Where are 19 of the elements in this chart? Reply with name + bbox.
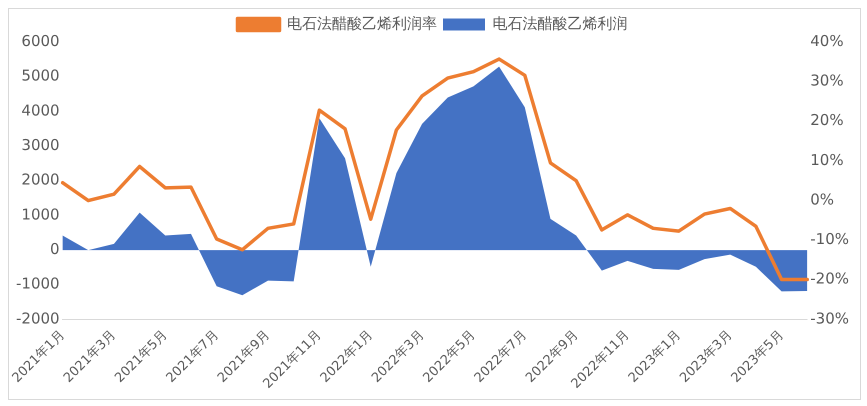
y-tick-label: 6000 xyxy=(21,32,60,50)
y2-tick-label: 0% xyxy=(810,190,834,208)
y2-tick-label: -20% xyxy=(810,270,850,288)
y-tick-label: 5000 xyxy=(21,66,60,85)
y-tick-label: -2000 xyxy=(16,309,60,328)
y-tick-label: -1000 xyxy=(16,274,60,293)
y2-tick-label: 30% xyxy=(810,72,844,90)
legend-label: 电石法醋酸乙烯利润 xyxy=(492,14,628,32)
y-tick-label: 4000 xyxy=(21,101,60,120)
y2-tick-label: 40% xyxy=(810,32,844,50)
legend-label: 电石法醋酸乙烯利润率 xyxy=(287,14,437,32)
y-tick-label: 0 xyxy=(50,240,60,258)
y-tick-label: 2000 xyxy=(21,170,60,189)
y2-tick-label: 10% xyxy=(810,150,844,169)
y2-tick-label: 20% xyxy=(810,111,844,130)
y-tick-label: 1000 xyxy=(21,205,60,224)
y2-tick-label: -10% xyxy=(810,230,850,248)
y2-tick-label: -30% xyxy=(810,309,850,328)
y-tick-label: 3000 xyxy=(21,136,60,154)
